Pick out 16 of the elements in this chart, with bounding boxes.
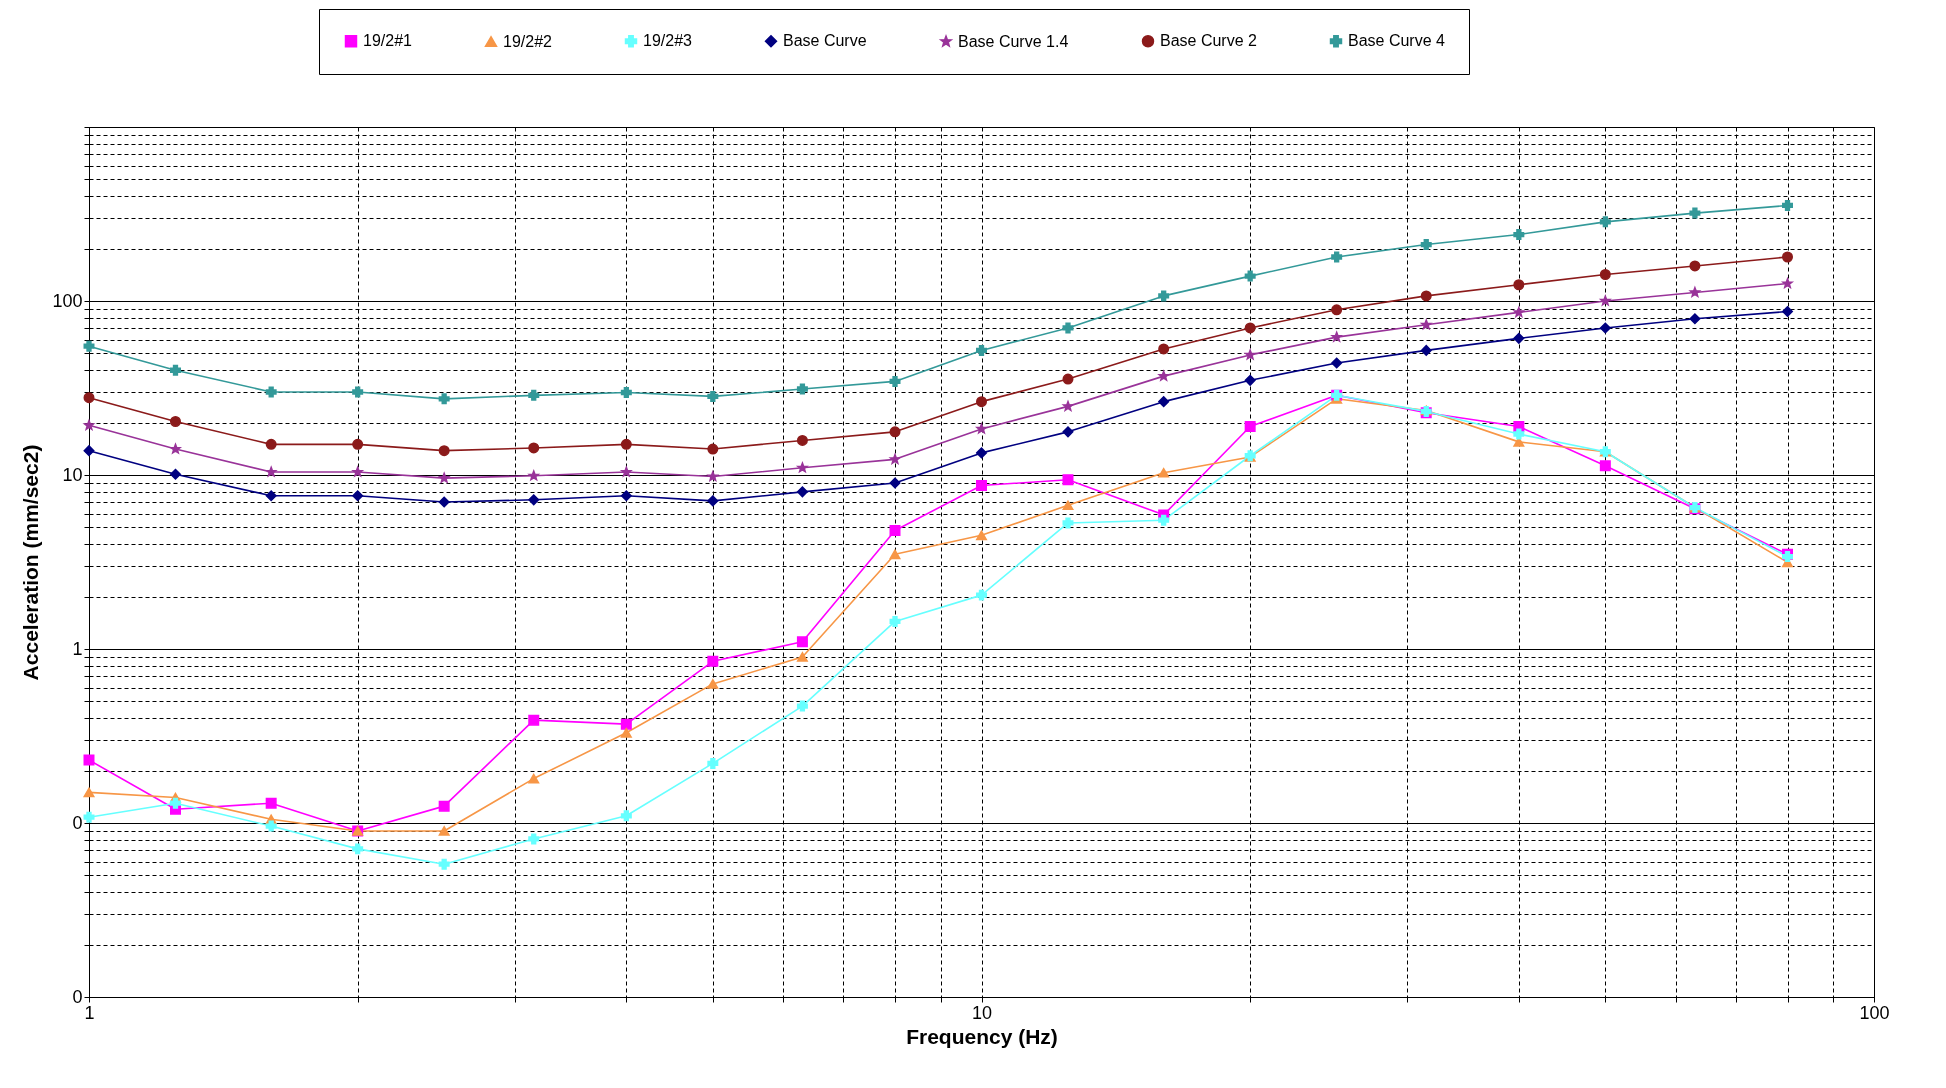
- y-tick-label: 10: [62, 464, 83, 485]
- legend-label: 19/2#2: [503, 32, 553, 50]
- legend-label: Base Curve 4: [1348, 32, 1446, 50]
- x-axis-title: Frequency (Hz): [906, 1024, 1058, 1048]
- x-tick-label: 100: [1859, 1002, 1890, 1023]
- legend-label: Base Curve 1.4: [958, 32, 1069, 50]
- y-axis-title: Acceleration (mm/sec2): [19, 444, 43, 681]
- legend-label: 19/2#1: [363, 32, 413, 50]
- y-tick-label: 100: [52, 290, 83, 311]
- legend-label: Base Curve 2: [1160, 32, 1258, 50]
- y-tick-label: 1: [72, 638, 83, 659]
- x-tick-label: 10: [971, 1002, 993, 1023]
- legend-label: 19/2#3: [643, 32, 693, 50]
- legend-label: Base Curve: [783, 32, 867, 50]
- y-tick-label: 0: [72, 812, 83, 833]
- y-tick-label: 0: [72, 986, 83, 1007]
